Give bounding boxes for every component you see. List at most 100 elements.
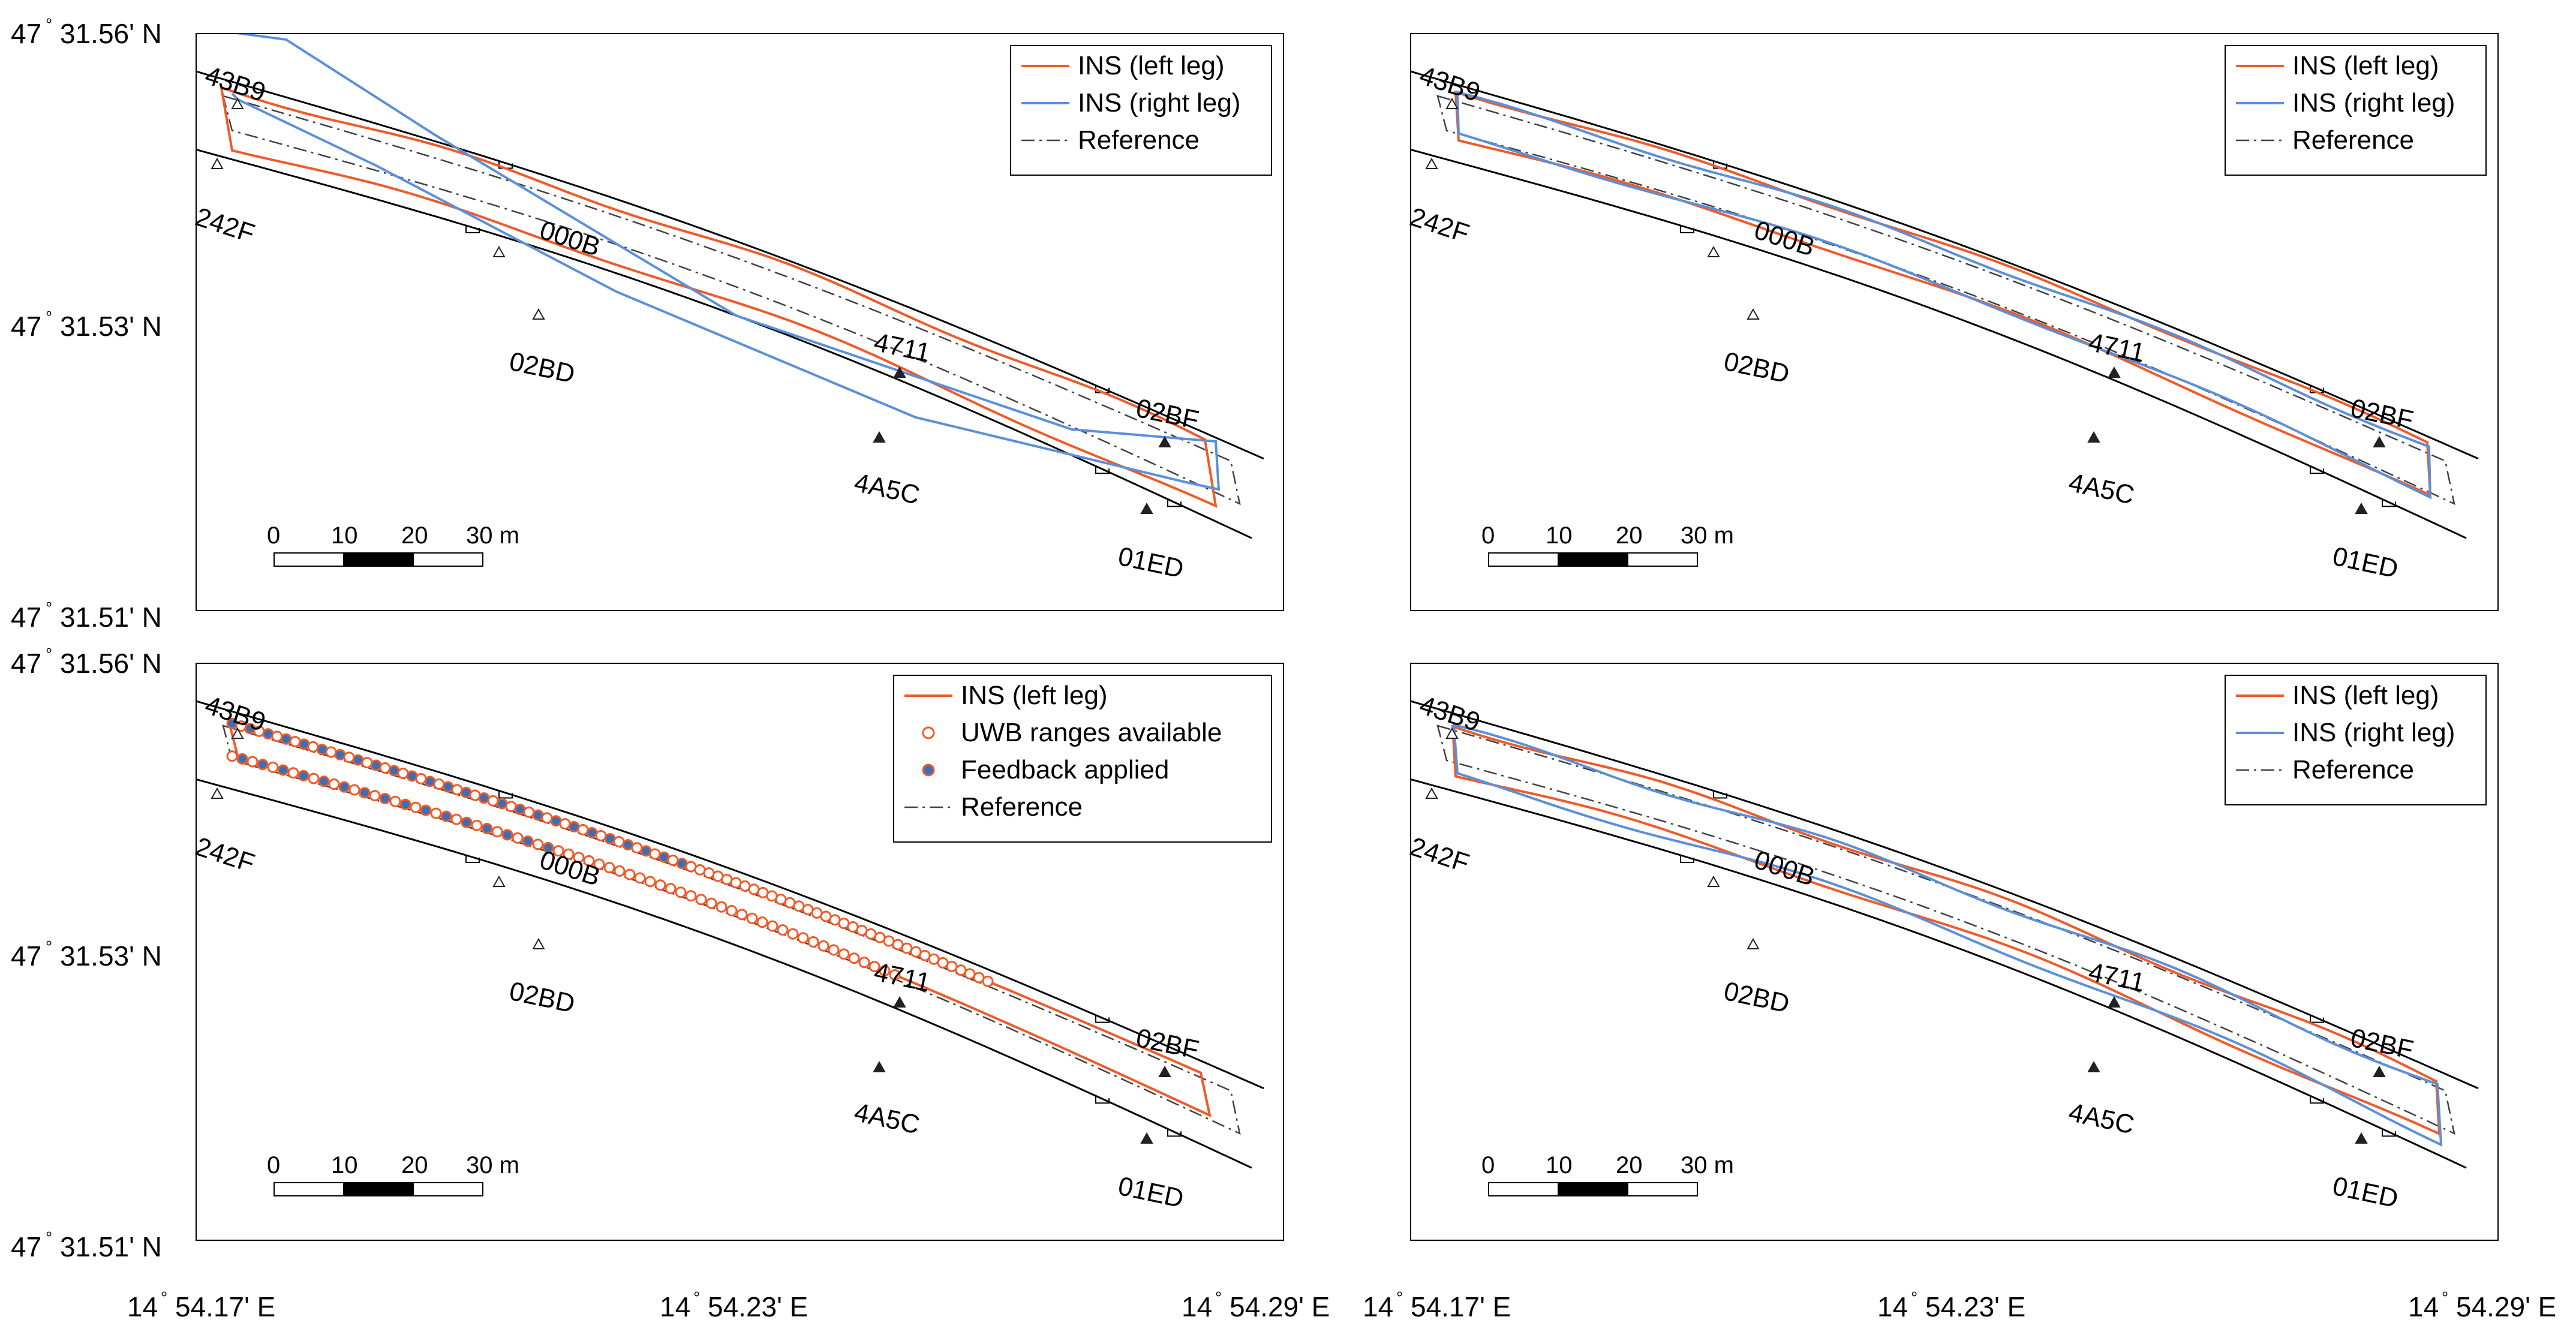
scale-segment: [413, 552, 483, 567]
degree-symbol: °: [46, 599, 52, 617]
anchor-marker: [1707, 875, 1720, 887]
feedback-marker: [277, 764, 289, 776]
anchor-marker: [893, 996, 906, 1008]
feedback-marker: [440, 810, 452, 822]
uwb-marker: [583, 855, 595, 867]
feedback-marker: [399, 798, 411, 810]
legend-entry: INS (left leg): [904, 681, 1108, 710]
y-tick-minutes: 31.53' N: [60, 311, 162, 342]
wall-detail: [1095, 1096, 1110, 1104]
legend-swatch: [922, 763, 935, 777]
scale-segment: [413, 1182, 483, 1196]
uwb-marker: [512, 832, 524, 844]
scale-label: 30 m: [466, 522, 519, 549]
y-tick-minutes: 31.56' N: [60, 18, 162, 49]
anchor-marker: [1707, 245, 1720, 257]
anchor-marker: [873, 431, 886, 443]
plot-area: [196, 700, 1264, 1169]
scale-segment: [1488, 552, 1559, 567]
y-tick-label: 47 ° 31.51' N: [11, 599, 162, 633]
x-tick-label: 14 ° 54.29' E: [1182, 1288, 1330, 1322]
scale-label: 30 m: [1681, 1152, 1734, 1178]
anchor-marker: [2087, 1060, 2100, 1072]
scale-bar: 0 10 20 30 m: [267, 522, 519, 567]
anchor-marker: [211, 157, 224, 169]
corridor-wall-lower: [1411, 778, 2467, 1169]
scale-label: 30 m: [1681, 522, 1734, 549]
uwb-marker: [226, 750, 238, 762]
feedback-marker: [379, 793, 391, 805]
feedback-marker: [359, 787, 371, 799]
scale-segment: [1488, 1182, 1559, 1196]
scale-label: 10: [1546, 522, 1573, 549]
feedback-marker: [297, 769, 309, 781]
legend: INS (left leg) INS (right leg) Reference: [1010, 45, 1272, 176]
uwb-marker: [685, 890, 697, 902]
legend-entry: UWB ranges available: [922, 718, 1222, 747]
uwb-marker: [858, 957, 870, 969]
degree-symbol: °: [693, 1288, 700, 1307]
legend-label: INS (left leg): [2292, 681, 2439, 710]
anchor-marker: [2108, 366, 2121, 378]
series-ins-left-leg: [220, 85, 1218, 508]
degree-symbol: °: [46, 308, 52, 326]
legend: INS (left leg) INS (right leg) Reference: [2225, 675, 2487, 805]
uwb-marker: [838, 948, 850, 960]
uwb-marker: [410, 801, 422, 813]
scale-label: 10: [1546, 1152, 1573, 1178]
uwb-marker: [736, 909, 748, 921]
scale-segment: [343, 1182, 414, 1196]
wall-detail: [1167, 1129, 1182, 1137]
corridor-wall-upper: [1411, 70, 2479, 460]
scale-segment: [1627, 1182, 1698, 1196]
wall-detail: [2310, 1015, 2324, 1023]
anchor-marker: [873, 1060, 886, 1072]
degree-symbol: °: [1911, 1288, 1917, 1307]
x-tick-minutes: 54.29' E: [1230, 1291, 1330, 1322]
feedback-marker: [257, 759, 269, 771]
feedback-marker: [542, 841, 554, 853]
scale-label: 30 m: [466, 1152, 519, 1178]
y-tick-label: 47 ° 31.56' N: [11, 15, 162, 49]
uwb-marker: [573, 852, 585, 864]
legend-entry: Reference: [1021, 125, 1200, 155]
anchor-marker: [2355, 502, 2368, 514]
feedback-marker: [236, 753, 248, 765]
x-tick-label: 14 ° 54.17' E: [1363, 1288, 1511, 1322]
uwb-marker: [817, 940, 829, 952]
uwb-marker: [879, 965, 891, 977]
legend-entry: INS (left leg): [2236, 681, 2439, 710]
uwb-marker: [471, 819, 483, 831]
corridor-wall-lower: [196, 778, 1252, 1169]
series-ins-right-leg: [1456, 91, 2432, 500]
legend-entry: Feedback applied: [922, 755, 1169, 784]
y-tick-minutes: 31.51' N: [60, 602, 162, 633]
corridor-wall-upper: [196, 70, 1264, 460]
degree-symbol: °: [46, 1228, 52, 1247]
plot-area: [196, 34, 1264, 539]
scale-label: 10: [331, 1152, 358, 1178]
uwb-marker: [982, 975, 994, 987]
uwb-marker: [665, 883, 677, 895]
uwb-marker: [603, 862, 615, 874]
x-tick-degree: 14: [1363, 1291, 1393, 1322]
scale-label: 10: [331, 522, 358, 549]
corridor-wall-upper: [1411, 700, 2479, 1090]
corridor-wall-upper: [196, 700, 1264, 1090]
scale-label: 20: [401, 522, 428, 549]
legend-label: Reference: [2292, 125, 2414, 155]
uwb-marker: [247, 756, 258, 768]
uwb-marker: [889, 969, 901, 981]
uwb-marker: [644, 876, 656, 888]
uwb-marker: [491, 826, 503, 838]
scale-bar: 0 10 20 30 m: [267, 1152, 519, 1196]
uwb-marker: [787, 928, 799, 940]
scale-label: 20: [1616, 522, 1643, 549]
x-tick-degree: 14: [660, 1291, 690, 1322]
anchor-marker: [1425, 787, 1438, 799]
y-axis-ticks: 47 ° 31.56' N 47 ° 31.53' N 47 ° 31.51' N 47 ° 31.5…: [11, 15, 162, 1262]
